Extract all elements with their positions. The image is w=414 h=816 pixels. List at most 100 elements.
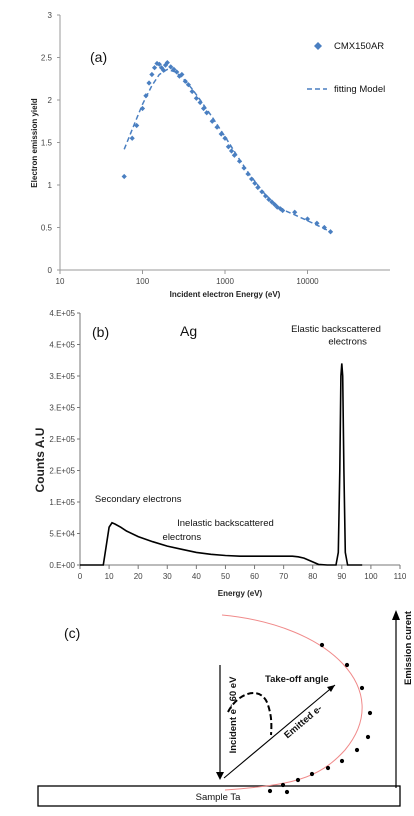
b-ytick-label: 4.E+05 [49,309,75,318]
b-xtick-label: 20 [134,572,143,581]
emission-dot [325,765,331,771]
data-point [179,71,185,78]
a-ytick-label: 2.5 [41,54,53,63]
b-ytick-label: 2.E+05 [49,435,75,444]
a-ytick-label: 1.5 [41,139,53,148]
b-annotation-2: electrons [163,532,202,543]
emission-dot [267,788,273,794]
data-point [255,184,261,191]
data-point [274,204,280,210]
a-xtick-label: 100 [136,277,150,286]
b-xtick-label: 10 [105,572,114,581]
legend: CMX150AR fitting Model [307,41,385,95]
b-ytick-label: 1.E+05 [49,498,75,507]
emission-arrowhead [392,610,400,620]
b-annotation-3: Elastic backscattered [291,324,381,335]
data-point [121,173,127,180]
b-ylabel: Counts A.U [33,428,47,493]
data-point [139,105,146,112]
data-point [156,61,162,67]
emission-curve [221,614,363,791]
spectrum-line [80,363,363,566]
b-xtick-label: 70 [279,572,288,581]
data-point [236,158,243,164]
b-xtick-label: 110 [394,572,407,581]
a-ytick-label: 3 [48,11,53,20]
emission-dot [319,642,325,648]
emission-dot [295,777,301,783]
a-ytick-label: 0.5 [41,224,53,233]
sample-bar [37,785,401,807]
data-point [134,122,140,129]
legend-series-2: fitting Model [334,84,385,95]
data-point [146,80,152,86]
b-xtick-label: 30 [163,572,172,581]
data-point [168,64,174,70]
incident-label: Incident e⁻ 60 eV [228,676,239,753]
emission-dot [309,771,315,777]
panel-c-label: (c) [64,625,80,641]
a-ytick-label: 2 [48,96,53,105]
data-point [304,216,311,222]
incident-arrowhead [216,772,224,780]
data-point [225,144,232,150]
b-xlabel: Energy (eV) [218,589,263,598]
b-ytick-label: 5.E+04 [49,530,75,539]
panel-a: 0 0.5 1 1.5 2 2.5 3 10 100 1000 10000 (a) Electro… [30,11,390,299]
b-ytick-label: 4.E+05 [49,341,75,350]
panel-a-label: (a) [90,49,107,65]
panel-b-title: Ag [180,323,197,339]
b-ytick-label: 3.E+05 [49,404,75,413]
legend-marker [314,42,322,50]
a-ytick-label: 0 [48,266,53,275]
data-point [129,135,135,141]
data-point [228,148,235,154]
data-point [269,199,275,205]
a-xtick-label: 1000 [216,277,234,286]
b-ytick-label: 3.E+05 [49,372,75,381]
b-xtick-label: 60 [250,572,259,581]
data-point [262,193,269,199]
emission-dot [344,662,350,668]
data-point [160,67,167,73]
legend-series-1: CMX150AR [334,41,384,52]
b-annotation-1: Inelastic backscattered [177,518,274,529]
data-point [252,180,258,186]
b-annotation-4: electrons [328,337,367,348]
data-point [259,189,265,195]
data-point [174,69,180,75]
b-xtick-label: 40 [192,572,201,581]
fit-line [123,68,333,234]
sample-label: Sample Ta [196,792,241,803]
data-point [209,118,215,124]
data-point [164,60,170,66]
emission-dot [339,758,345,764]
a-xtick-label: 10 [56,277,65,286]
emission-dot [365,734,371,740]
a-xlabel: Incident electron Energy (eV) [170,290,281,299]
a-xtick-label: 10000 [296,277,319,286]
data-point [189,88,195,95]
b-xtick-label: 80 [308,572,317,581]
a-ylabel: Electron emission yield [30,98,39,187]
b-ytick-label: 2.E+05 [49,467,75,476]
panel-c: (c) Sample Ta Incident e⁻ 60 eV Emitted … [37,610,414,807]
emission-dot [284,789,290,795]
emitted-arrow [223,684,336,779]
emitted-label: Emitted e- [282,703,324,741]
data-point [241,165,247,171]
takeoff-label: Take-off angle [265,674,329,685]
takeoff-arc [227,692,273,736]
data-point [193,95,199,101]
b-ytick-label: 0.E+00 [49,561,75,570]
b-xtick-label: 100 [364,572,378,581]
data-point [204,110,210,116]
data-point [149,71,155,78]
emission-dot [367,710,373,716]
emission-label: Emission curent [403,610,414,685]
emitted-arrowhead [327,685,335,692]
a-ytick-label: 1 [48,181,53,190]
data-point [292,209,298,215]
panel-b-label: (b) [92,324,109,340]
